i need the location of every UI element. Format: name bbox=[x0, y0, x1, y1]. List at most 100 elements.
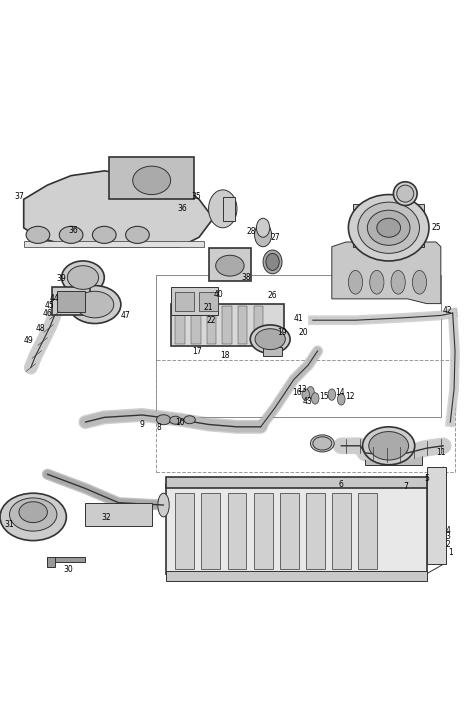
Text: 21: 21 bbox=[204, 303, 213, 312]
Ellipse shape bbox=[158, 494, 169, 517]
Ellipse shape bbox=[313, 437, 332, 450]
Text: 39: 39 bbox=[57, 274, 66, 283]
Ellipse shape bbox=[263, 250, 282, 274]
Ellipse shape bbox=[26, 226, 50, 244]
Bar bbox=[353, 204, 424, 246]
Bar bbox=[171, 303, 284, 346]
Text: 1: 1 bbox=[448, 548, 453, 557]
Bar bbox=[175, 494, 194, 569]
Text: 35: 35 bbox=[192, 192, 201, 201]
Bar bbox=[199, 292, 218, 311]
Text: 5: 5 bbox=[424, 475, 429, 484]
Text: 31: 31 bbox=[5, 519, 14, 529]
Bar bbox=[207, 306, 216, 344]
Bar bbox=[171, 287, 218, 315]
Ellipse shape bbox=[266, 253, 279, 270]
Bar bbox=[201, 494, 220, 569]
Ellipse shape bbox=[184, 416, 195, 424]
Bar bbox=[358, 494, 377, 569]
Ellipse shape bbox=[92, 226, 116, 244]
Ellipse shape bbox=[311, 392, 319, 404]
Text: 4: 4 bbox=[446, 526, 450, 535]
Ellipse shape bbox=[9, 498, 57, 531]
Bar bbox=[57, 291, 85, 312]
Text: 16: 16 bbox=[292, 388, 302, 397]
Text: 11: 11 bbox=[436, 449, 446, 458]
Text: 28: 28 bbox=[246, 227, 256, 236]
Text: 45: 45 bbox=[45, 301, 55, 310]
Ellipse shape bbox=[170, 416, 181, 424]
Text: 42: 42 bbox=[443, 306, 453, 315]
Text: 37: 37 bbox=[14, 192, 24, 201]
Ellipse shape bbox=[310, 435, 334, 452]
Ellipse shape bbox=[76, 291, 114, 318]
Ellipse shape bbox=[250, 325, 290, 353]
Ellipse shape bbox=[67, 265, 99, 289]
Text: 44: 44 bbox=[50, 294, 59, 303]
Bar bbox=[263, 347, 282, 356]
Bar bbox=[24, 241, 204, 246]
Text: 17: 17 bbox=[192, 347, 201, 357]
Ellipse shape bbox=[62, 261, 104, 294]
Bar bbox=[209, 248, 251, 281]
Text: 8: 8 bbox=[156, 423, 161, 432]
Ellipse shape bbox=[302, 389, 310, 400]
Text: 3: 3 bbox=[446, 532, 450, 541]
Ellipse shape bbox=[348, 194, 429, 261]
Ellipse shape bbox=[377, 218, 401, 237]
Bar bbox=[175, 292, 194, 311]
Text: 2: 2 bbox=[446, 540, 450, 549]
Ellipse shape bbox=[367, 210, 410, 245]
Ellipse shape bbox=[59, 226, 83, 244]
Bar bbox=[332, 494, 351, 569]
Text: 14: 14 bbox=[336, 388, 345, 397]
Bar bbox=[47, 557, 85, 562]
Text: 49: 49 bbox=[24, 336, 33, 345]
Bar bbox=[156, 275, 441, 418]
Bar bbox=[191, 306, 201, 344]
Ellipse shape bbox=[328, 389, 336, 400]
Bar bbox=[222, 306, 232, 344]
Ellipse shape bbox=[126, 226, 149, 244]
Ellipse shape bbox=[358, 202, 419, 253]
Text: 38: 38 bbox=[242, 273, 251, 282]
Bar bbox=[365, 446, 422, 465]
Ellipse shape bbox=[69, 286, 121, 324]
Ellipse shape bbox=[216, 256, 244, 276]
Ellipse shape bbox=[133, 166, 171, 194]
Text: 6: 6 bbox=[339, 480, 344, 489]
Bar bbox=[238, 306, 247, 344]
Text: 10: 10 bbox=[175, 418, 185, 427]
Bar bbox=[109, 157, 194, 199]
Ellipse shape bbox=[391, 270, 405, 294]
Ellipse shape bbox=[209, 190, 237, 227]
Text: 27: 27 bbox=[270, 233, 280, 241]
Text: 30: 30 bbox=[64, 566, 73, 574]
Bar bbox=[52, 287, 90, 315]
Polygon shape bbox=[24, 171, 213, 246]
Bar bbox=[254, 494, 273, 569]
Text: 20: 20 bbox=[299, 328, 308, 336]
Bar bbox=[254, 306, 263, 344]
Bar bbox=[166, 477, 427, 489]
Bar bbox=[47, 557, 55, 567]
Ellipse shape bbox=[363, 427, 415, 465]
Text: 12: 12 bbox=[345, 392, 355, 402]
Bar bbox=[175, 306, 185, 344]
Bar bbox=[223, 197, 235, 220]
Text: 43: 43 bbox=[302, 397, 312, 406]
Ellipse shape bbox=[307, 387, 314, 398]
Text: 25: 25 bbox=[431, 223, 441, 232]
Text: 18: 18 bbox=[220, 351, 230, 360]
Text: 36: 36 bbox=[69, 225, 78, 234]
Ellipse shape bbox=[255, 223, 272, 246]
Ellipse shape bbox=[337, 394, 345, 405]
Polygon shape bbox=[332, 242, 441, 303]
Text: 26: 26 bbox=[268, 291, 277, 300]
Text: 9: 9 bbox=[140, 420, 145, 429]
Ellipse shape bbox=[397, 185, 414, 202]
Bar bbox=[427, 467, 446, 564]
Ellipse shape bbox=[348, 270, 363, 294]
Text: 46: 46 bbox=[43, 309, 52, 317]
Text: 19: 19 bbox=[277, 329, 287, 338]
